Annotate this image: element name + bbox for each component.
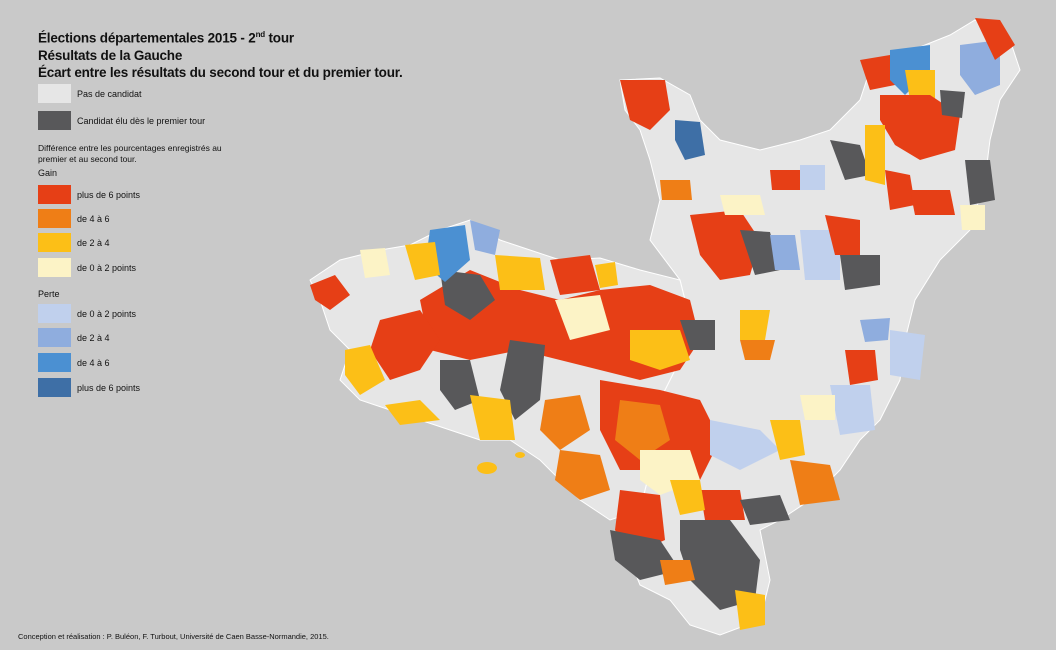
legend-item-loss-4-6: de 4 à 6 (38, 353, 110, 372)
legend-item-loss-6-plus: plus de 6 points (38, 378, 140, 397)
legend-swatch (38, 111, 71, 130)
title-line-2: Résultats de la Gauche (38, 47, 183, 63)
legend-label: Candidat élu dès le premier tour (77, 115, 206, 126)
legend-swatch (38, 378, 71, 397)
legend-swatch (38, 209, 71, 228)
legend-item-gain-0-2: de 0 à 2 points (38, 258, 136, 277)
legend-item-gain-6-plus: plus de 6 points (38, 185, 140, 204)
legend-label: de 2 à 4 (77, 237, 110, 248)
legend-item-no-candidate: Pas de candidat (38, 84, 142, 103)
legend-swatch (38, 185, 71, 204)
legend-loss-title: Perte (38, 289, 60, 299)
legend-item-loss-2-4: de 2 à 4 (38, 328, 110, 347)
map-title-block: Élections départementales 2015 - 2nd tou… (38, 26, 403, 81)
legend-label: Pas de candidat (77, 88, 142, 99)
legend-gain-title: Gain (38, 168, 58, 178)
title-line-1: Élections départementales 2015 - 2nd tou… (38, 30, 294, 46)
legend-swatch (38, 233, 71, 252)
legend-note: Différence entre les pourcentages enregi… (38, 143, 222, 164)
legend-swatch (38, 84, 71, 103)
legend-item-gain-4-6: de 4 à 6 (38, 209, 110, 228)
credit-line: Conception et réalisation : P. Buléon, F… (18, 632, 329, 641)
title-line-3: Écart entre les résultats du second tour… (38, 64, 403, 80)
legend-label: de 4 à 6 (77, 213, 110, 224)
legend-label: plus de 6 points (77, 382, 141, 393)
legend-item-elected-first-round: Candidat élu dès le premier tour (38, 111, 205, 130)
legend-label: plus de 6 points (77, 189, 141, 200)
legend-label: de 0 à 2 points (77, 262, 137, 273)
legend-item-loss-0-2: de 0 à 2 points (38, 304, 136, 323)
legend-swatch (38, 304, 71, 323)
legend-label: de 2 à 4 (77, 332, 110, 343)
legend-swatch (38, 353, 71, 372)
legend-label: de 0 à 2 points (77, 308, 137, 319)
legend-label: de 4 à 6 (77, 357, 110, 368)
legend-item-gain-2-4: de 2 à 4 (38, 233, 110, 252)
legend-swatch (38, 328, 71, 347)
legend-swatch (38, 258, 71, 277)
canton-patches (310, 18, 1015, 630)
